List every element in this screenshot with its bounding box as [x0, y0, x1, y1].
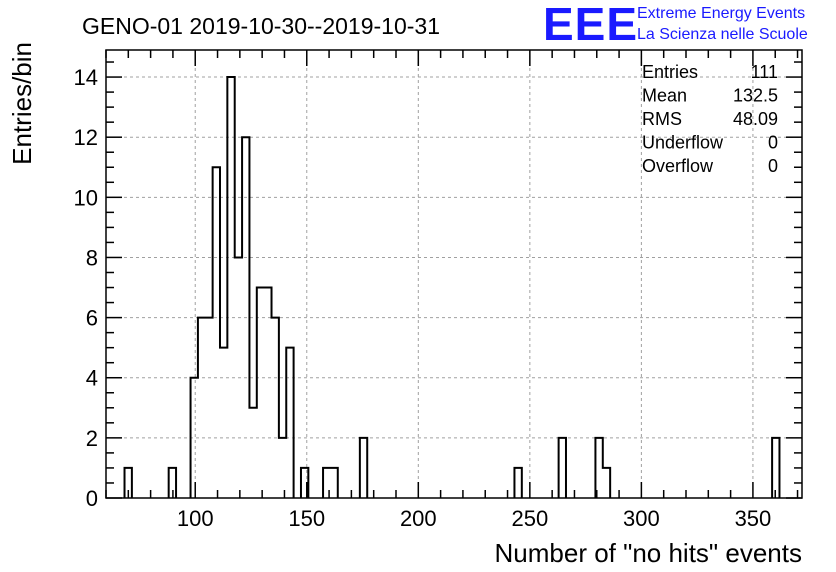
y-tick-label: 0 — [86, 486, 98, 511]
histogram-bin — [559, 438, 566, 498]
histogram-bin — [249, 408, 256, 498]
histogram-bin — [264, 288, 271, 498]
stat-value: 0 — [768, 156, 778, 176]
stats-box: Entries 111 Mean 132.5 RMS 48.09 Underflow 0 Ove… — [642, 62, 778, 176]
histogram-bin — [279, 438, 286, 498]
x-tick-label: 150 — [288, 506, 325, 531]
histogram-bin — [235, 257, 242, 498]
stat-value: 48.09 — [733, 109, 778, 129]
histogram-bin — [227, 77, 234, 498]
histogram-bin — [286, 348, 293, 498]
logo-line-2: La Scienza nelle Scuole — [637, 26, 808, 43]
x-tick-labels: 100 150 200 250 300 350 — [177, 506, 771, 531]
y-tick-labels: 0 2 4 6 8 10 12 14 — [74, 65, 98, 511]
histogram-bin — [330, 468, 337, 498]
axis-ticks — [105, 50, 802, 499]
y-tick-label: 6 — [86, 306, 98, 331]
y-tick-label: 10 — [74, 185, 98, 210]
histogram-bars — [123, 76, 781, 498]
x-tick-label: 250 — [511, 506, 548, 531]
histogram-bin — [213, 167, 220, 498]
y-tick-label: 2 — [86, 426, 98, 451]
plot-frame — [105, 49, 803, 499]
x-axis-title: Number of "no hits" events — [495, 538, 803, 568]
histogram-bin — [205, 318, 212, 498]
logo-line-1: Extreme Energy Events — [637, 5, 805, 22]
y-tick-label: 4 — [86, 366, 98, 391]
chart-title: GENO-01 2019-10-30--2019-10-31 — [82, 13, 440, 39]
histogram-bin — [360, 438, 367, 498]
y-tick-label: 12 — [74, 125, 98, 150]
histogram-bin — [220, 348, 227, 498]
histogram-bin — [198, 318, 205, 498]
stat-label: Mean — [642, 86, 687, 106]
stat-label: Underflow — [642, 133, 724, 153]
grid-lines — [106, 50, 802, 498]
histogram-bin — [603, 468, 610, 498]
histogram-bin — [595, 438, 602, 498]
x-tick-label: 300 — [623, 506, 660, 531]
stat-value: 111 — [751, 62, 778, 82]
histogram-bin — [272, 318, 279, 498]
histogram-bin — [191, 378, 198, 498]
stat-label: Overflow — [642, 156, 714, 176]
histogram-bin — [242, 137, 249, 498]
x-tick-label: 350 — [735, 506, 772, 531]
histogram-bin — [514, 468, 521, 498]
stat-label: RMS — [642, 109, 682, 129]
histogram-outline — [123, 76, 781, 498]
stat-value: 0 — [768, 133, 778, 153]
x-tick-label: 100 — [177, 506, 214, 531]
histogram-bin — [257, 288, 264, 498]
logo-mark: EEE — [543, 0, 638, 50]
histogram-bin — [772, 438, 779, 498]
y-tick-label: 8 — [86, 245, 98, 270]
x-tick-label: 200 — [400, 506, 437, 531]
stat-label: Entries — [642, 62, 698, 82]
eee-logo: EEE Extreme Energy Events La Scienza nel… — [543, 0, 808, 50]
y-axis-title: Entries/bin — [7, 42, 37, 165]
stat-value: 132.5 — [733, 86, 778, 106]
y-tick-label: 14 — [74, 65, 98, 90]
